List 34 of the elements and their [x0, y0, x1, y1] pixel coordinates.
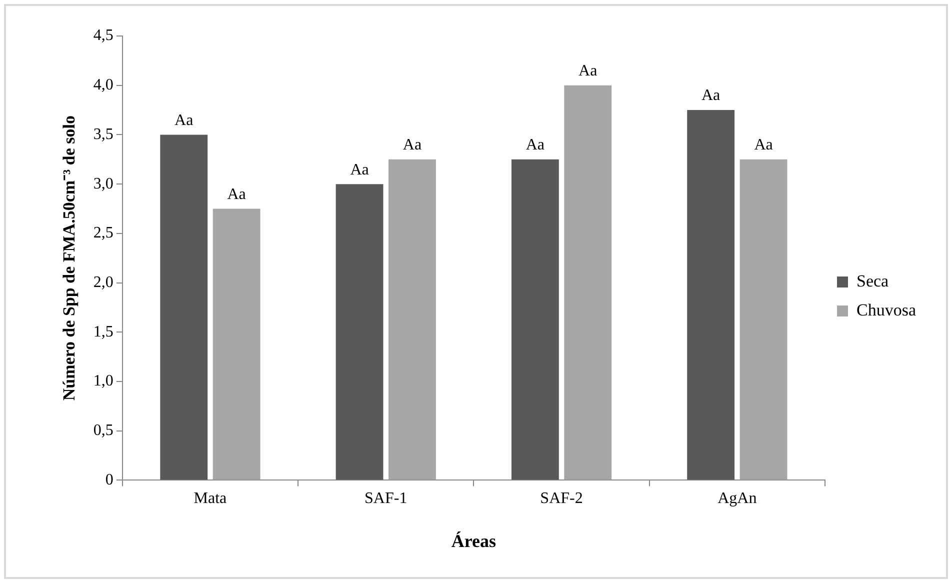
data-label: Aa — [402, 136, 422, 154]
y-axis-title: Número de Spp de FMA.50cm⁻³ de solo — [60, 116, 79, 401]
bar — [687, 110, 735, 480]
data-label: Aa — [174, 112, 194, 129]
y-tick-label: 1,0 — [93, 372, 114, 390]
x-tick-label: AgAn — [718, 490, 757, 508]
data-label: Aa — [350, 161, 369, 178]
legend-label: Chuvosa — [856, 300, 916, 320]
bar — [160, 134, 208, 480]
y-tick-label: 4,0 — [93, 76, 114, 94]
y-tick-label: 2,0 — [93, 274, 114, 291]
y-tick-label: 2,5 — [93, 224, 114, 242]
bar — [740, 159, 788, 480]
y-tick-label: 4,5 — [93, 27, 114, 44]
bar — [212, 208, 260, 480]
x-tick-label: SAF-2 — [540, 490, 583, 508]
bar — [336, 184, 384, 480]
data-label: Aa — [578, 62, 598, 80]
y-tick-label: 0 — [105, 471, 114, 488]
data-label: Aa — [227, 186, 246, 203]
x-axis-title: Áreas — [451, 530, 496, 551]
bar — [511, 159, 559, 480]
bar — [564, 85, 612, 480]
data-label: Aa — [754, 136, 773, 154]
x-tick-label: SAF-1 — [364, 490, 408, 508]
x-tick-label: Mata — [194, 490, 227, 508]
y-tick-label: 3,0 — [93, 175, 114, 192]
data-label: Aa — [526, 136, 545, 154]
bar — [388, 159, 436, 480]
legend-label: Seca — [856, 271, 890, 290]
data-label: Aa — [702, 87, 720, 104]
y-tick-label: 1,5 — [93, 323, 114, 340]
y-tick-label: 3,5 — [93, 126, 114, 143]
y-tick-label: 0,5 — [93, 422, 114, 440]
